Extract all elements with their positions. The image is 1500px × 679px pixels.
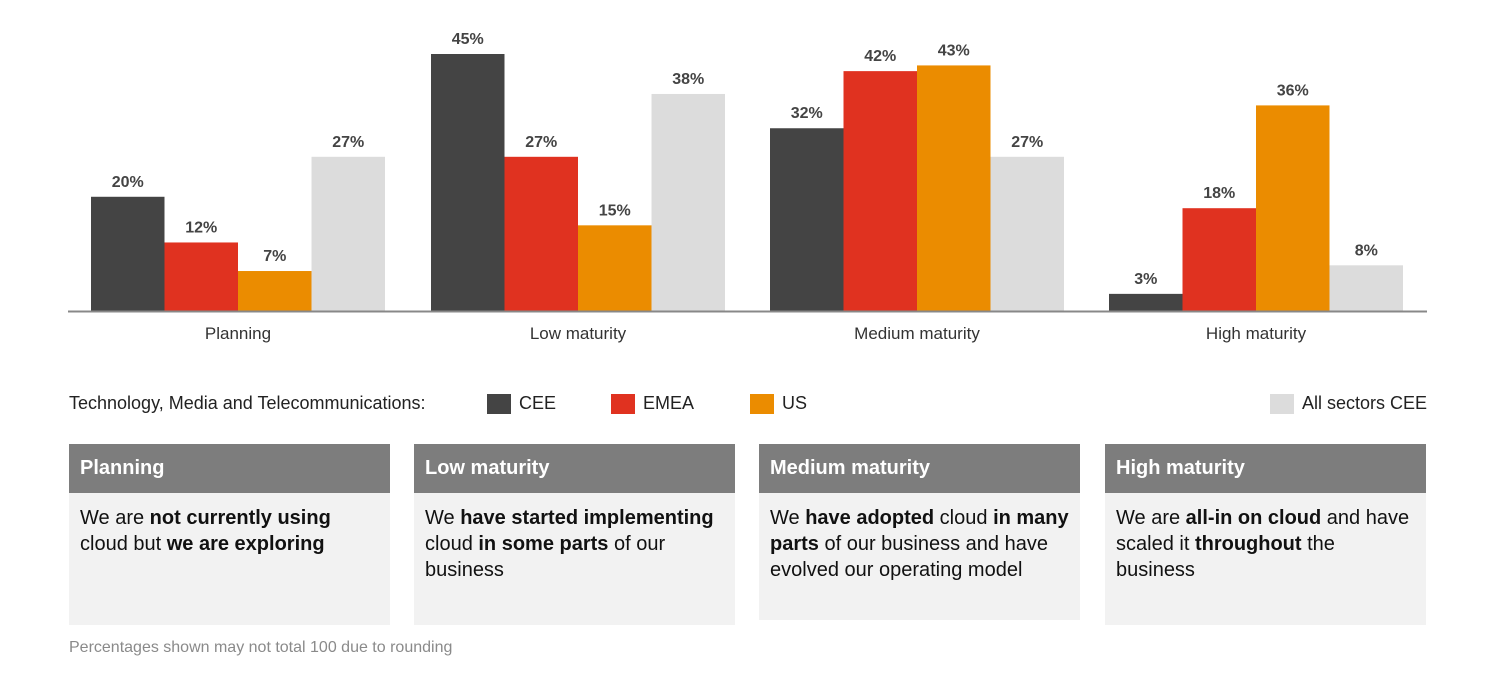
data-label: 20%: [112, 174, 144, 191]
bar-medium-maturity-emea: [843, 71, 917, 311]
description-text: cloud: [934, 507, 994, 529]
emphasis-text: we are exploring: [166, 533, 325, 555]
bar-high-maturity-all-sectors-cee: [1329, 265, 1403, 311]
bar-high-maturity-us: [1256, 105, 1330, 312]
data-label: 27%: [1011, 134, 1043, 151]
description-text: of our business and have evolved our ope…: [770, 533, 1048, 581]
bar-planning-us: [238, 271, 312, 311]
card-title: Planning: [69, 444, 390, 493]
bar-medium-maturity-cee: [770, 128, 844, 311]
emphasis-text: not currently using: [149, 507, 331, 529]
card-description: We have started implementing cloud in so…: [414, 493, 735, 625]
legend-item-cee: CEE: [487, 393, 556, 414]
description-text: and have scaled it: [1116, 507, 1410, 555]
card-title: Medium maturity: [759, 444, 1080, 493]
data-label: 3%: [1134, 271, 1157, 288]
footnote: Percentages shown may not total 100 due …: [69, 639, 453, 656]
card-description: We are all-in on cloud and have scaled i…: [1105, 493, 1426, 625]
legend-label-emea: EMEA: [643, 393, 695, 413]
legend: Technology, Media and Telecommunications…: [69, 393, 1427, 417]
legend-swatch-all-sectors-cee: [1269, 393, 1294, 414]
data-label: 27%: [332, 134, 364, 151]
legend-label-cee: CEE: [519, 393, 557, 413]
card-low-maturity: Low maturity We have started implementin…: [414, 444, 735, 625]
description-text: We: [425, 507, 461, 529]
legend-swatch-cee: [487, 393, 511, 414]
description-text: cloud: [425, 533, 479, 555]
bar-medium-maturity-all-sectors-cee: [990, 156, 1064, 311]
bar-chart: 20% 12% 7% 27% Planning 45% 27% 15% 38% Low matur…: [68, 31, 1427, 343]
card-high-maturity: High maturity We are all-in on cloud and…: [1105, 444, 1426, 625]
emphasis-text: in many parts: [770, 507, 1069, 555]
bar-medium-maturity-us: [917, 65, 991, 311]
description-text: We are: [1116, 507, 1186, 529]
bar-low-maturity-cee: [431, 54, 505, 311]
data-label: 45%: [452, 31, 484, 48]
bar-low-maturity-all-sectors-cee: [651, 93, 725, 311]
legend-item-us: US: [750, 393, 807, 414]
data-label: 8%: [1355, 242, 1378, 259]
description-text: of our business: [425, 533, 666, 581]
data-label: 18%: [1203, 185, 1235, 202]
data-label: 42%: [864, 48, 896, 65]
card-medium-maturity: Medium maturity We have adopted cloud in…: [759, 444, 1080, 620]
x-tick-label: Low maturity: [530, 324, 627, 343]
data-label: 43%: [938, 42, 970, 59]
legend-swatch-us: [750, 393, 774, 414]
x-tick-label: Medium maturity: [854, 324, 980, 343]
description-text: We are: [80, 507, 150, 529]
emphasis-text: have adopted: [805, 507, 935, 529]
data-label: 15%: [599, 202, 631, 219]
card-description: We are not currently using cloud but we …: [69, 493, 390, 625]
x-tick-label: High maturity: [1206, 324, 1307, 343]
legend-title: Technology, Media and Telecommunications…: [69, 393, 426, 413]
data-label: 36%: [1277, 82, 1309, 99]
description-text: We: [770, 507, 806, 529]
emphasis-text: all-in on cloud: [1185, 507, 1322, 529]
bar-low-maturity-emea: [504, 156, 578, 311]
data-label: 38%: [672, 71, 704, 88]
card-title: High maturity: [1105, 444, 1426, 493]
card-description: We have adopted cloud in many parts of o…: [759, 493, 1080, 620]
bar-planning-all-sectors-cee: [311, 156, 385, 311]
emphasis-text: throughout: [1194, 533, 1302, 555]
description-text: cloud but: [80, 533, 167, 555]
bar-high-maturity-emea: [1182, 208, 1256, 311]
x-tick-label: Planning: [205, 324, 271, 343]
legend-item-all-sectors-cee: All sectors CEE: [1269, 393, 1427, 414]
legend-item-emea: EMEA: [611, 393, 694, 414]
card-planning: Planning We are not currently using clou…: [69, 444, 390, 625]
bar-low-maturity-us: [578, 225, 652, 311]
bar-high-maturity-cee: [1109, 293, 1183, 311]
legend-label-us: US: [782, 393, 808, 413]
card-title: Low maturity: [414, 444, 735, 493]
emphasis-text: have started implementing: [460, 507, 714, 529]
bar-planning-emea: [164, 242, 238, 311]
emphasis-text: in some parts: [478, 533, 609, 555]
data-label: 7%: [263, 248, 286, 265]
data-label: 32%: [791, 105, 823, 122]
data-label: 12%: [185, 219, 217, 236]
data-label: 27%: [525, 134, 557, 151]
legend-label-all-sectors-cee: All sectors CEE: [1301, 393, 1427, 413]
bar-planning-cee: [91, 196, 165, 311]
description-text: the business: [1116, 533, 1335, 581]
legend-swatch-emea: [611, 393, 635, 414]
